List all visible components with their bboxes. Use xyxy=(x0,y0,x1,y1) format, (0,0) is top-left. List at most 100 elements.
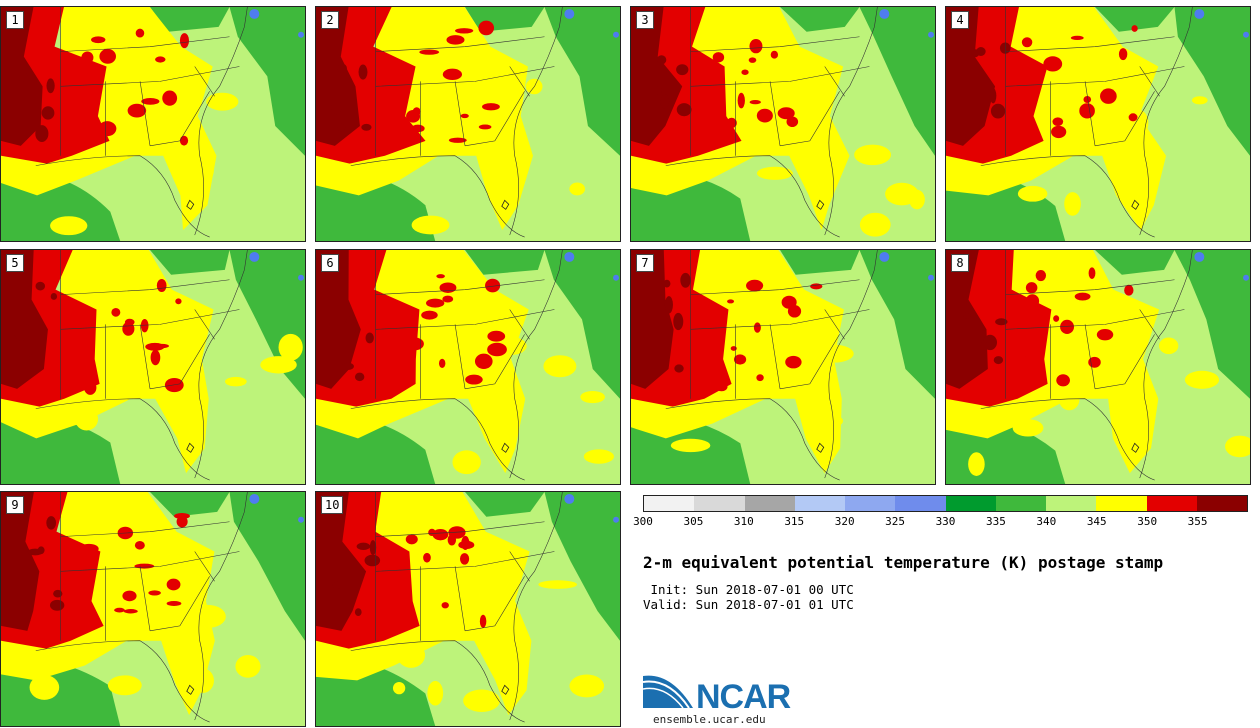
field-335-340 xyxy=(780,7,860,32)
field-345-350 xyxy=(1,492,215,716)
field-350-355 xyxy=(99,48,116,64)
state-boundaries xyxy=(35,7,248,238)
field-350-355 xyxy=(122,590,137,602)
field-345-350 xyxy=(1191,96,1208,105)
field-335-340 xyxy=(544,7,620,156)
field-350-355 xyxy=(482,103,500,111)
field-355-plus xyxy=(41,106,55,120)
coastline xyxy=(35,640,210,723)
field-335-340 xyxy=(150,250,230,275)
boundary-line xyxy=(60,250,230,295)
field-350-355 xyxy=(749,39,763,54)
boundary-line xyxy=(464,334,525,390)
colorbar-tick-label: 320 xyxy=(834,515,855,528)
field-335-340 xyxy=(859,250,935,399)
boundary-line xyxy=(105,551,215,641)
lake xyxy=(249,251,260,262)
boundary-line xyxy=(690,66,870,87)
field-345-350 xyxy=(419,81,432,104)
boundary-line xyxy=(1005,309,1185,330)
field-355-plus xyxy=(1,492,40,631)
coastline xyxy=(980,155,1155,238)
boundary-line xyxy=(1094,91,1155,147)
state-boundaries xyxy=(665,250,878,481)
ncar-url: ensemble.ucar.edu xyxy=(653,713,766,726)
field-345-350 xyxy=(452,450,481,475)
ensemble-member-panel-7[interactable]: 7 xyxy=(630,249,936,485)
field-345-350 xyxy=(885,182,919,206)
ensemble-member-panel-6[interactable]: 6 xyxy=(315,249,621,485)
ensemble-member-panel-5[interactable]: 5 xyxy=(0,249,306,485)
ensemble-member-panel-8[interactable]: 8 xyxy=(945,249,1251,485)
colorbar-tick-label: 310 xyxy=(733,515,754,528)
field-355-plus xyxy=(674,364,684,373)
field-350-355 xyxy=(810,283,823,290)
lake-okeechobee xyxy=(186,199,195,210)
field-350-355 xyxy=(91,36,106,44)
field-345-350 xyxy=(639,415,678,429)
boundary-line xyxy=(60,309,240,330)
boundary-line xyxy=(375,492,545,537)
ensemble-member-panel-9[interactable]: 9 xyxy=(0,491,306,727)
field-350-355 xyxy=(1060,319,1075,334)
field-345-350 xyxy=(1159,337,1179,355)
field-335-340 xyxy=(1174,7,1250,156)
field-350-355 xyxy=(1051,125,1067,139)
member-number-label: 5 xyxy=(6,254,24,272)
ensemble-member-panel-4[interactable]: 4 xyxy=(945,6,1251,242)
field-345-350 xyxy=(825,415,843,427)
lake-okeechobee xyxy=(501,684,510,695)
boundary-line xyxy=(690,250,860,295)
field-345-350 xyxy=(351,168,373,190)
ncar-logo[interactable]: NCAR ensemble.ucar.edu xyxy=(643,672,803,726)
lake-okeechobee xyxy=(1131,442,1140,453)
field-350-355 xyxy=(441,602,449,609)
colorbar-segment xyxy=(694,496,745,511)
boundary-line xyxy=(420,309,530,399)
field-350-355 xyxy=(781,295,797,309)
field-350-355 xyxy=(442,68,463,80)
field-350-355 xyxy=(406,110,421,123)
boundary-line xyxy=(420,66,530,156)
field-350-355 xyxy=(756,374,764,382)
member-number-label: 8 xyxy=(951,254,969,272)
ensemble-member-panel-1[interactable]: 1 xyxy=(0,6,306,242)
field-350-355 xyxy=(439,282,457,293)
boundary-line xyxy=(1005,7,1175,52)
lake xyxy=(928,31,935,38)
colorbar-segment xyxy=(1096,496,1147,511)
field-355-plus xyxy=(50,293,58,300)
field-350-355 xyxy=(1043,56,1063,72)
ensemble-member-panel-10[interactable]: 10 xyxy=(315,491,621,727)
ensemble-member-panel-2[interactable]: 2 xyxy=(315,6,621,242)
ensemble-member-panel-3[interactable]: 3 xyxy=(630,6,936,242)
lake xyxy=(879,251,890,262)
field-345-350 xyxy=(1064,192,1081,216)
field-345-350 xyxy=(814,344,854,363)
field-350-355 xyxy=(460,113,469,119)
field-355-plus xyxy=(631,250,674,389)
field-350-355 xyxy=(1100,88,1117,104)
lake xyxy=(1194,8,1205,19)
colorbar-segment xyxy=(895,496,946,511)
valid-time: Valid: Sun 2018-07-01 01 UTC xyxy=(643,597,854,612)
field-335-340 xyxy=(465,250,545,275)
field-345-350 xyxy=(1017,185,1048,202)
field-335-340 xyxy=(544,492,620,641)
member-number-label: 2 xyxy=(321,11,339,29)
state-boundaries xyxy=(350,250,563,481)
field-335-340 xyxy=(1095,250,1175,275)
field-345-350 xyxy=(631,7,850,231)
boundary-line xyxy=(375,250,545,295)
field-345-350 xyxy=(538,580,578,589)
boundary-line xyxy=(149,91,210,147)
field-345-350 xyxy=(946,250,1160,474)
field-350-355 xyxy=(1020,57,1031,72)
lake xyxy=(613,31,620,38)
field-355-plus xyxy=(337,63,347,73)
field-350-355 xyxy=(748,57,757,63)
field-350-355 xyxy=(447,534,457,546)
field-350-355 xyxy=(179,33,190,49)
colorbar-segment xyxy=(794,496,845,511)
colorbar-segment xyxy=(644,496,695,511)
